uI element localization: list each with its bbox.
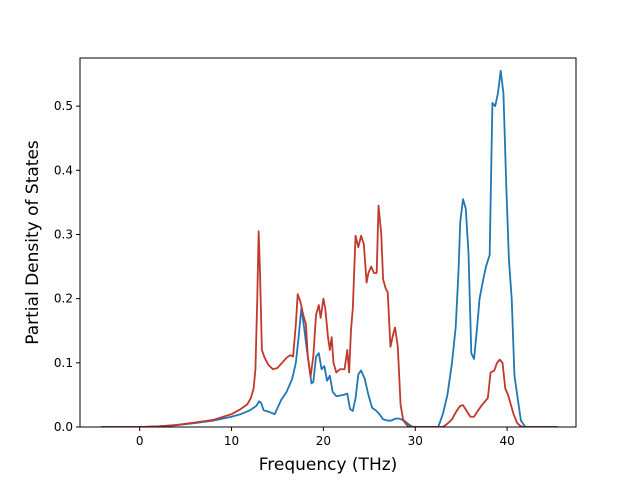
x-tick-label: 0: [136, 434, 144, 448]
x-axis: 0 10 20 30 40: [136, 427, 515, 448]
y-tick-label: 0.1: [54, 356, 73, 370]
y-tick-label: 0.4: [54, 163, 73, 177]
x-tick-label: 10: [224, 434, 239, 448]
y-axis-title: Partial Density of States: [23, 140, 43, 345]
x-tick-label: 30: [408, 434, 423, 448]
y-tick-label: 0.2: [54, 292, 73, 306]
series-line-2: [101, 204, 558, 427]
axes-frame: [79, 57, 577, 428]
y-axis: 0.0 0.1 0.2 0.3 0.4 0.5: [54, 99, 80, 434]
y-tick-label: 0.5: [54, 99, 73, 113]
plot-area: [79, 57, 577, 428]
x-axis-title: Frequency (THz): [259, 455, 398, 475]
x-tick-label: 40: [499, 434, 514, 448]
y-tick-label: 0.3: [54, 227, 73, 241]
y-tick-label: 0.0: [54, 420, 73, 434]
x-tick-label: 20: [316, 434, 331, 448]
series-line-1: [101, 69, 558, 427]
